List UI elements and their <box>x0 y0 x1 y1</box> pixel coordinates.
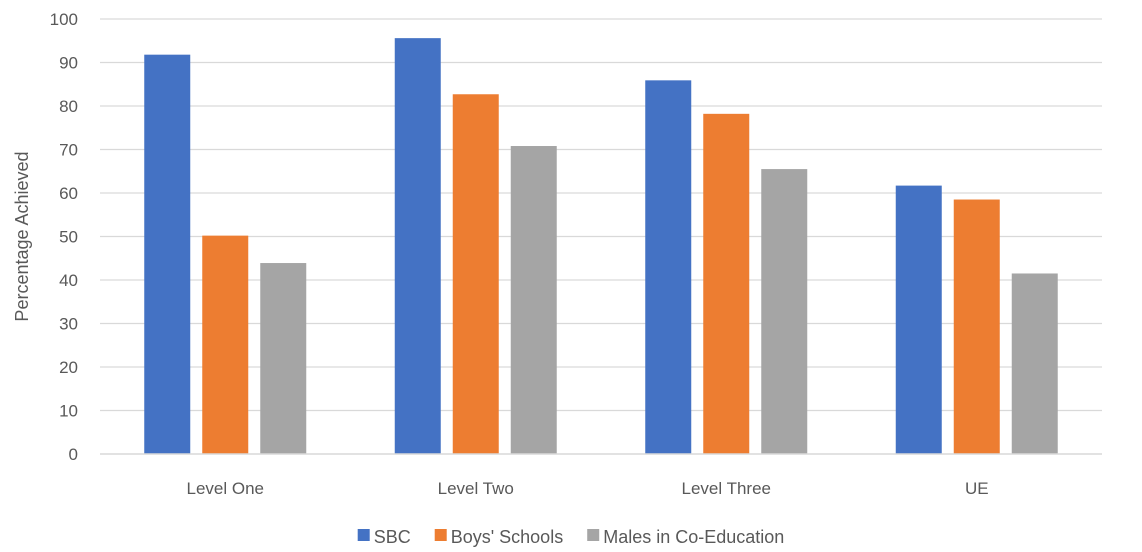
y-tick-label: 40 <box>59 271 78 290</box>
bar <box>452 94 499 454</box>
y-tick-label: 70 <box>59 141 78 160</box>
y-tick-label: 80 <box>59 97 78 116</box>
gridlines <box>100 18 1102 412</box>
bar <box>202 235 249 454</box>
bar <box>953 199 1000 454</box>
bar <box>761 169 808 454</box>
y-tick-label: 100 <box>50 10 78 29</box>
x-tick-label: Level Two <box>438 479 514 498</box>
legend-label: Males in Co-Education <box>603 527 784 547</box>
x-tick-label: Level Three <box>682 479 771 498</box>
bar <box>1011 273 1058 454</box>
y-axis-ticks: 0 10 20 30 40 50 60 70 80 90 100 <box>50 10 78 464</box>
legend-item: Boys' Schools <box>434 527 564 547</box>
legend-swatch <box>357 529 370 541</box>
bar <box>645 80 692 455</box>
legend-swatch <box>434 529 447 541</box>
legend-label: Boys' Schools <box>451 527 564 547</box>
legend-label: SBC <box>374 527 411 547</box>
bar <box>895 185 942 455</box>
y-tick-label: 90 <box>59 54 78 73</box>
y-tick-label: 20 <box>59 358 78 377</box>
y-tick-label: 60 <box>59 184 78 203</box>
x-tick-label: UE <box>965 479 989 498</box>
y-tick-label: 0 <box>69 445 78 464</box>
legend-item: SBC <box>357 527 411 547</box>
legend-item: Males in Co-Education <box>587 527 784 547</box>
bar <box>394 38 441 454</box>
x-tick-label: Level One <box>187 479 265 498</box>
bar <box>510 146 557 454</box>
bars <box>144 38 1058 455</box>
legend-swatch <box>587 529 600 541</box>
bar <box>260 263 307 454</box>
bar <box>703 113 750 454</box>
bar <box>144 54 191 455</box>
y-tick-label: 10 <box>59 402 78 421</box>
y-axis-title: Percentage Achieved <box>12 151 32 321</box>
y-tick-label: 50 <box>59 228 78 247</box>
y-tick-label: 30 <box>59 315 78 334</box>
x-axis-ticks: Level One Level Two Level Three UE <box>187 479 989 498</box>
legend: SBC Boys' Schools Males in Co-Education <box>357 527 784 547</box>
